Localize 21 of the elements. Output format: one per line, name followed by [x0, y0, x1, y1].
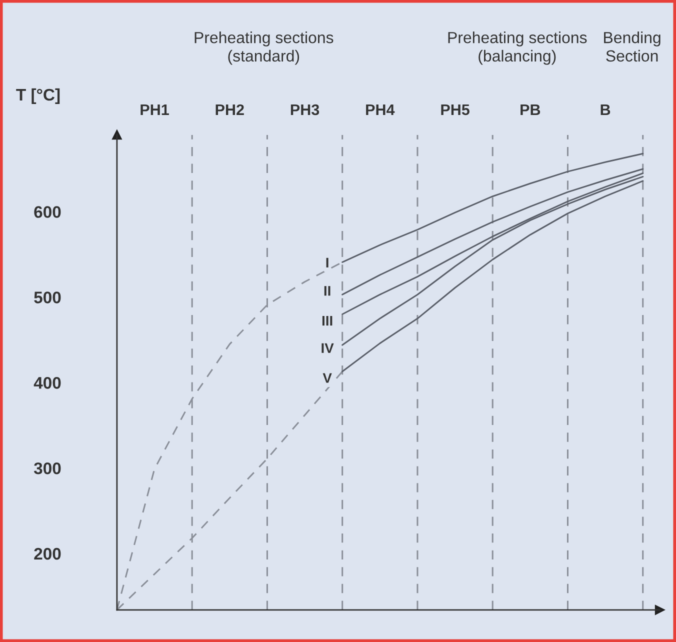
annotation: IV — [322, 343, 334, 353]
y-tick-label: 600 — [34, 206, 61, 218]
annotation: III — [322, 316, 332, 326]
x-tick-label: PH2 — [216, 104, 244, 115]
text: Bending Section — [604, 32, 660, 62]
x-tick-label: B — [600, 104, 610, 115]
text: Preheating sections (standard) — [194, 32, 334, 65]
annotation: V — [322, 373, 332, 383]
y-tick-label: 200 — [34, 548, 61, 560]
x-tick-label: PH3 — [290, 104, 320, 116]
x-tick-label: PH5 — [441, 104, 470, 116]
annotation: I — [326, 258, 328, 268]
x-tick-label: PH1 — [140, 104, 169, 115]
y-tick-label: 500 — [34, 292, 61, 304]
x-tick-label: PB — [520, 104, 540, 115]
y-tick-label: 300 — [34, 462, 61, 474]
y-axis-title: T [°C] — [16, 88, 60, 104]
annotation: II — [324, 286, 330, 296]
text: Preheating sections (balancing) — [448, 32, 587, 65]
x-tick-label: PH4 — [366, 104, 395, 115]
y-tick-label: 400 — [34, 377, 61, 389]
